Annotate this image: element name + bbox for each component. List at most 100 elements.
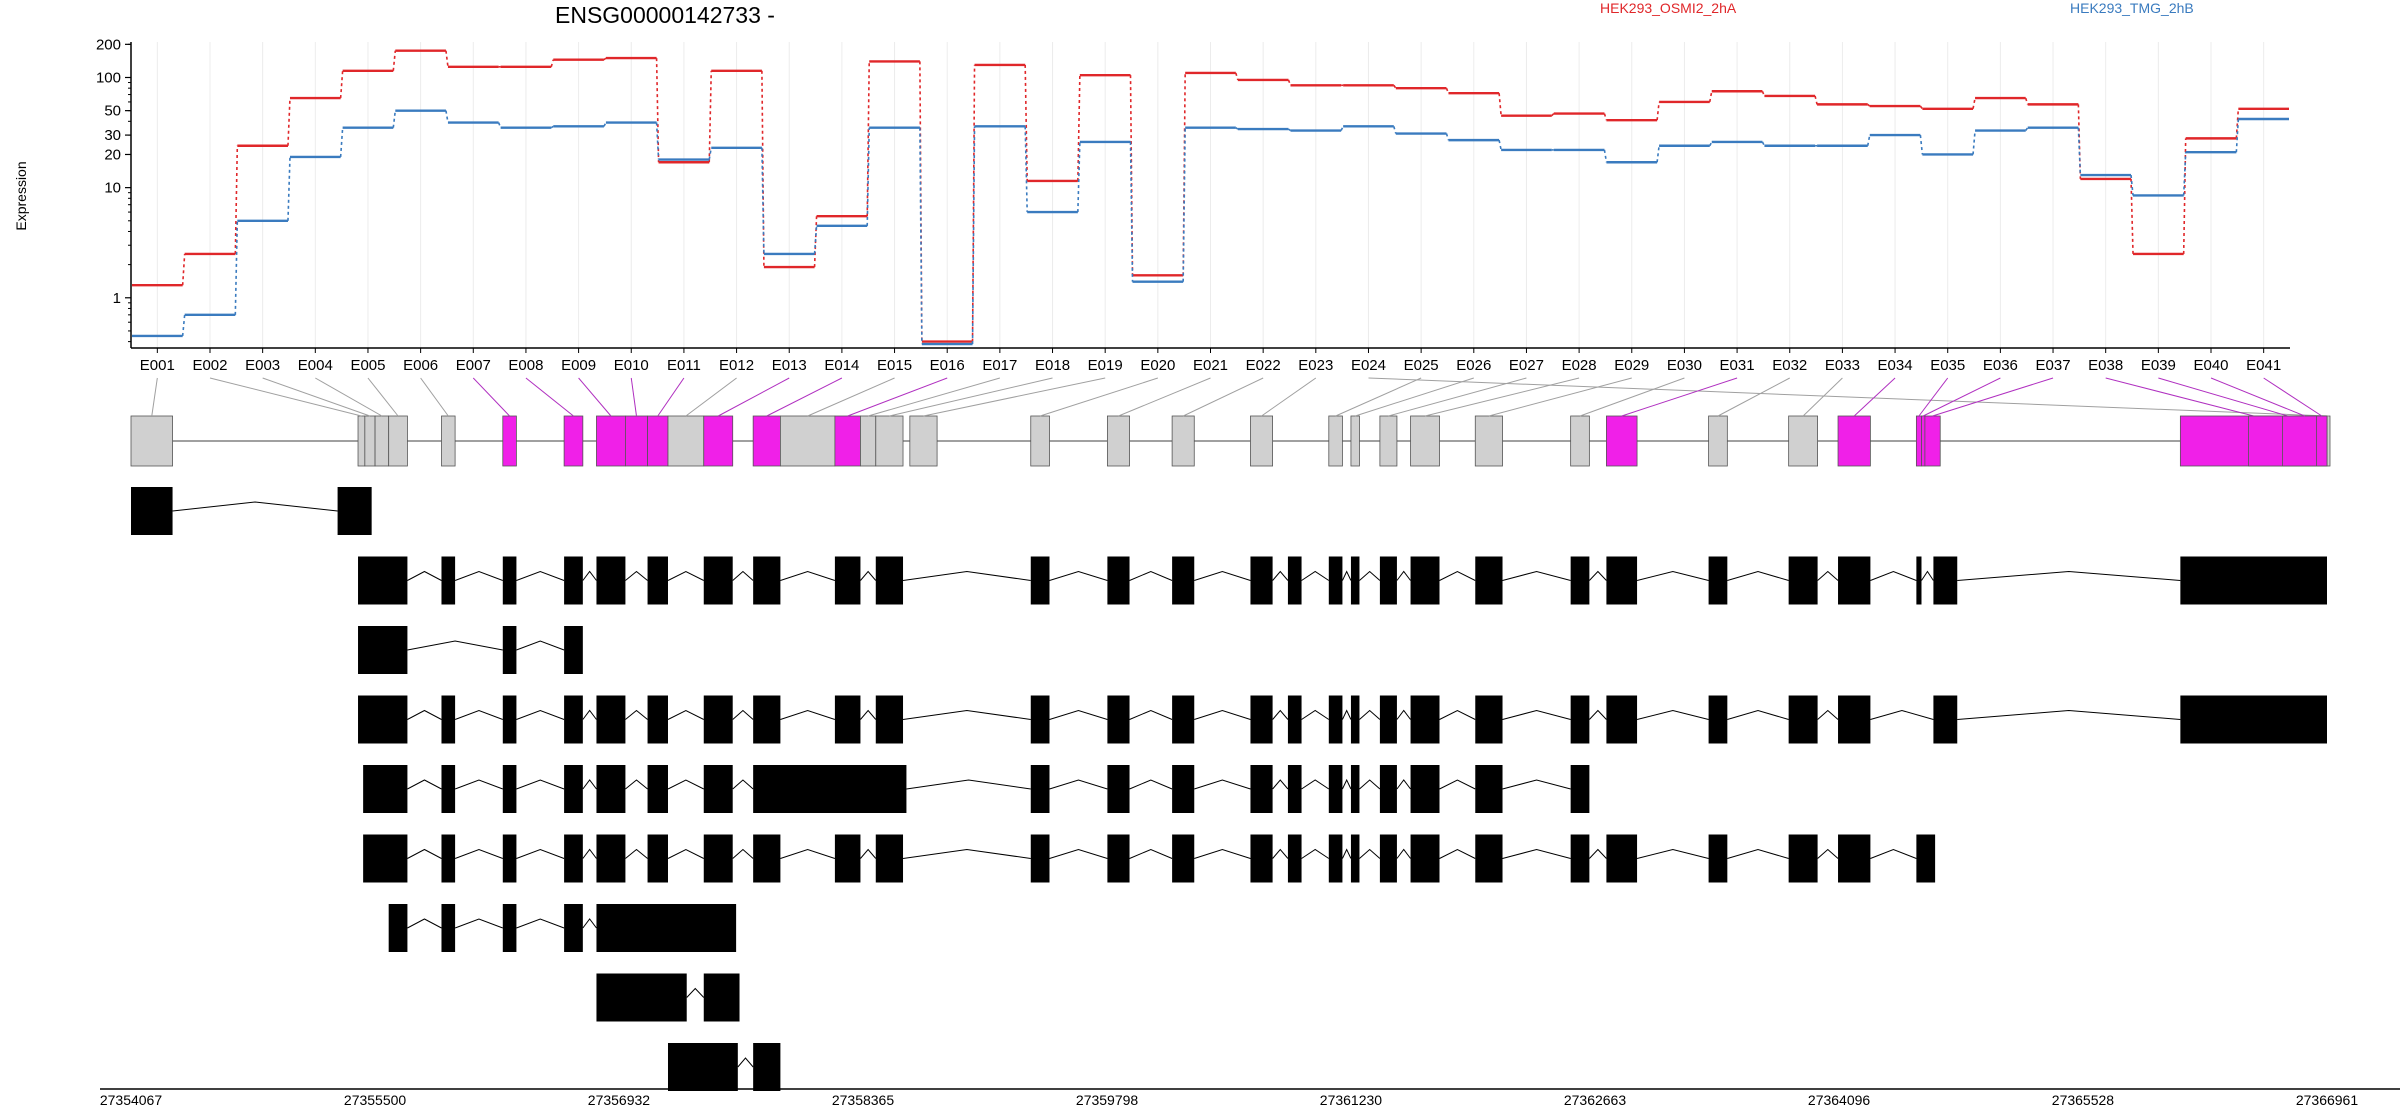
transcript-5-intron [1129, 779, 1173, 790]
x-tick-label: E019 [1088, 357, 1123, 374]
exon-E034 [1837, 415, 1871, 467]
exon-E008 [563, 415, 584, 467]
transcript-2-exon [1379, 556, 1397, 605]
transcript-6-exon [647, 834, 668, 883]
x-tick-label: E007 [456, 357, 491, 374]
transcript-6-intron [1636, 848, 1709, 859]
transcript-6-intron [1194, 848, 1251, 859]
series-2-connector [1288, 128, 1291, 132]
transcript-6-intron [1129, 848, 1173, 859]
transcript-4-intron [1359, 709, 1381, 720]
exon-connector-E015 [807, 377, 895, 417]
transcript-4-intron [516, 709, 565, 720]
exon-connector-E017 [867, 377, 1001, 417]
transcript-4-intron [1870, 709, 1934, 720]
transcript-4-exon [1379, 695, 1397, 744]
transcript-6-exon [1788, 834, 1818, 883]
transcript-4-intron [1194, 709, 1251, 720]
transcript-5-exon [1250, 765, 1273, 813]
transcript-2-exon [358, 556, 408, 605]
exon-E006 [441, 415, 456, 467]
exon-connector-E025 [1335, 377, 1422, 417]
transcript-1-exon [131, 487, 173, 535]
exon-connector-E006 [420, 377, 449, 417]
transcript-2-exon [834, 556, 861, 605]
exon-connector-E016 [847, 377, 948, 417]
transcript-5-exon [1475, 765, 1503, 813]
exon-connector-E033 [1802, 377, 1843, 417]
x-tick-label: E010 [614, 357, 649, 374]
series-2-connector [1498, 139, 1502, 151]
genome-tick-label: 27358365 [832, 1092, 895, 1108]
transcript-2-exon [1107, 556, 1130, 605]
exon-connector-E022 [1182, 377, 1264, 417]
transcript-5-exon [564, 765, 583, 813]
transcript-2-exon [1287, 556, 1302, 605]
transcript-6-intron [407, 848, 442, 859]
exon-connector-E001 [151, 377, 158, 417]
transcript-6-exon [363, 834, 408, 883]
genome-tick-label: 27364096 [1808, 1092, 1871, 1108]
x-tick-label: E016 [930, 357, 965, 374]
exon-E001 [130, 415, 173, 467]
transcript-2-intron [1439, 570, 1476, 581]
transcript-7-exon [596, 904, 737, 952]
transcript-4-intron [1727, 709, 1789, 720]
x-tick-label: E040 [2193, 357, 2228, 374]
legend-entry-series-2: HEK293_TMG_2hB [2070, 0, 2194, 16]
x-tick-label: E024 [1351, 357, 1386, 374]
transcript-4-exon [1475, 695, 1503, 744]
series-1-connector [1919, 105, 1924, 110]
transcript-2-intron [1049, 570, 1108, 581]
x-tick-label: E041 [2246, 357, 2281, 374]
transcript-6-exon [753, 834, 781, 883]
exon-E028 [1410, 415, 1440, 467]
transcript-5-exon [703, 765, 733, 813]
transcript-4-intron [625, 709, 648, 720]
exon-E013 [703, 415, 734, 467]
series-2-connector [1129, 141, 1134, 282]
transcript-7-intron [516, 918, 565, 929]
transcript-3-exon [564, 626, 583, 674]
transcript-2-intron [582, 570, 597, 581]
exon-connector-E027 [1388, 377, 1527, 417]
transcript-2-intron [1817, 570, 1839, 581]
exon-connector-E020 [1039, 377, 1158, 417]
transcript-2-exon [1606, 556, 1638, 605]
transcript-5-exon [1410, 765, 1440, 813]
transcript-4-exon [1172, 695, 1195, 744]
exon-E012 [667, 415, 705, 467]
series-1-connector [1867, 103, 1871, 107]
x-tick-label: E009 [561, 357, 596, 374]
transcript-2-exon [1172, 556, 1195, 605]
exon-E021 [1106, 415, 1130, 467]
series-2-connector [1182, 127, 1186, 282]
x-tick-label: E013 [772, 357, 807, 374]
transcript-4-exon [502, 695, 517, 744]
transcript-4-exon [1250, 695, 1273, 744]
transcript-5-exon [1328, 765, 1343, 813]
exon-E025 [1328, 415, 1343, 467]
chart-title: ENSG00000142733 - [555, 2, 775, 28]
transcript-4-exon [1788, 695, 1818, 744]
transcript-6-exon [834, 834, 861, 883]
transcript-2-exon [564, 556, 583, 605]
exon-connector-E032 [1717, 377, 1790, 417]
transcript-4-intron [1439, 709, 1476, 720]
series-1-connector [2130, 178, 2134, 254]
exon-connector-E012 [685, 377, 737, 417]
exon-connector-E026 [1355, 377, 1474, 417]
transcript-2-intron [1502, 570, 1571, 581]
x-tick-label: E006 [403, 357, 438, 374]
transcript-4-intron [667, 709, 704, 720]
transcript-4-exon [358, 695, 408, 744]
transcript-4-exon [834, 695, 861, 744]
y-axis-label: Expression [13, 161, 29, 230]
genome-tick-label: 27354067 [100, 1092, 163, 1108]
series-1-connector [2235, 108, 2240, 139]
transcript-6-exon [1287, 834, 1302, 883]
x-tick-label: E020 [1140, 357, 1175, 374]
exon-E023 [1250, 415, 1273, 467]
exon-E020 [1030, 415, 1050, 467]
transcript-2-intron [902, 570, 1031, 581]
